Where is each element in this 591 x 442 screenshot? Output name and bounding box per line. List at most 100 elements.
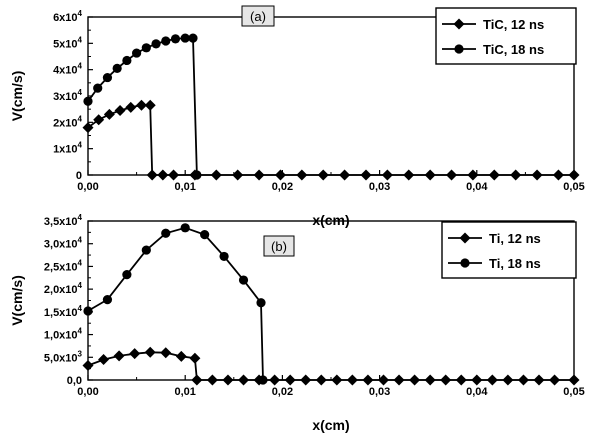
legend-entry: TiC, 12 ns [483, 17, 544, 32]
data-point-diamond [409, 374, 421, 386]
y-tick-label: 2x104 [53, 114, 82, 129]
data-point-diamond [144, 346, 156, 358]
data-point-diamond [206, 374, 218, 386]
data-point-diamond [98, 354, 110, 366]
data-point-diamond [125, 101, 137, 113]
x-tick-label: 0,00 [77, 386, 98, 398]
data-point-diamond [393, 374, 405, 386]
data-point-diamond [103, 108, 115, 120]
data-point-diamond [284, 374, 296, 386]
data-point-diamond [486, 374, 498, 386]
data-point-diamond [168, 169, 180, 181]
data-point-diamond [381, 169, 393, 181]
legend-box [441, 221, 577, 279]
y-tick-label: 3,0x104 [44, 236, 83, 251]
data-point-diamond [113, 350, 125, 362]
data-point-diamond [346, 374, 358, 386]
data-point-circle [93, 83, 103, 93]
panel-tag-box [241, 5, 275, 27]
data-point-diamond [160, 347, 172, 359]
x-tick-label: 0,01 [174, 386, 195, 398]
data-point-diamond [510, 169, 522, 181]
data-point-diamond [135, 99, 147, 111]
legend-marker-diamond [453, 18, 465, 30]
data-point-diamond [424, 169, 436, 181]
data-point-diamond [331, 374, 343, 386]
legend-marker-circle [460, 258, 470, 268]
data-point-circle [192, 170, 202, 180]
data-point-circle [132, 48, 142, 58]
y-tick-label: 6x104 [53, 9, 82, 24]
x-tick-label: 0,05 [563, 386, 584, 398]
data-point-circle [219, 251, 229, 262]
data-point-circle [188, 33, 198, 43]
data-point-circle [170, 34, 181, 44]
data-point-diamond [222, 374, 234, 386]
data-point-diamond [238, 374, 250, 386]
data-point-diamond [191, 374, 203, 386]
legend-entry: TiC, 18 ns [483, 42, 544, 57]
legend-entry: Ti, 18 ns [489, 256, 541, 271]
legend-entry: Ti, 12 ns [489, 231, 541, 246]
data-point-diamond [533, 374, 545, 386]
y-axis-label: V(cm/s) [9, 275, 25, 326]
y-tick-label: 1,5x104 [44, 304, 83, 319]
data-point-diamond [424, 374, 436, 386]
x-tick-label: 0,00 [77, 181, 98, 193]
series-line-diamond [87, 351, 574, 381]
data-point-diamond [360, 169, 372, 181]
y-tick-label: 2,0x104 [44, 281, 83, 296]
x-tick-label: 0,05 [563, 181, 584, 193]
panel-tag-label: (a) [250, 9, 266, 24]
y-tick-label: 5,0x103 [44, 349, 83, 364]
x-tick-label: 0,02 [272, 386, 293, 398]
data-point-diamond [440, 374, 452, 386]
data-point-diamond [175, 350, 187, 362]
data-point-circle [238, 275, 249, 285]
y-tick-label: 3x104 [53, 88, 82, 103]
data-point-circle [102, 72, 113, 83]
data-point-diamond [189, 352, 201, 364]
data-point-circle [141, 43, 151, 53]
data-point-circle [258, 375, 268, 385]
data-point-diamond [488, 169, 500, 181]
data-point-diamond [296, 169, 308, 181]
legend-box [435, 7, 577, 65]
data-point-diamond [517, 374, 529, 386]
data-point-diamond [531, 169, 543, 181]
data-point-circle [83, 306, 93, 316]
data-point-circle [161, 228, 171, 238]
data-point-diamond [568, 169, 580, 181]
legend-marker-diamond [459, 232, 471, 244]
x-axis-label: x(cm) [312, 212, 349, 228]
x-tick-label: 0,04 [466, 181, 488, 193]
data-point-diamond [362, 374, 374, 386]
y-tick-label: 2,5x104 [44, 258, 83, 273]
chart-panel-2: 0,00 0,01 0,02 0,03 0,04 0,05 0,0 5,0x103 1,0x10… [9, 213, 585, 433]
x-tick-label: 0,03 [369, 386, 390, 398]
data-point-diamond [552, 169, 564, 181]
data-point-circle [200, 230, 210, 240]
data-point-diamond [93, 114, 105, 126]
x-tick-label: 0,02 [272, 181, 293, 193]
data-point-diamond [82, 122, 94, 134]
data-point-circle [161, 36, 171, 46]
data-point-diamond [274, 169, 286, 181]
y-axis-label: V(cm/s) [9, 71, 25, 122]
data-point-circle [151, 39, 161, 49]
panel-tag-box [263, 235, 295, 257]
data-point-diamond [210, 169, 222, 181]
data-point-diamond [502, 374, 514, 386]
panel-tag-label: (b) [271, 239, 287, 254]
data-point-diamond [315, 374, 327, 386]
data-point-diamond [253, 169, 265, 181]
data-point-diamond [549, 374, 561, 386]
data-point-diamond [129, 348, 141, 360]
data-point-diamond [232, 169, 244, 181]
data-point-circle [256, 298, 266, 308]
data-point-circle [141, 245, 151, 255]
data-point-circle [122, 270, 132, 280]
data-point-diamond [471, 374, 483, 386]
data-point-circle [180, 223, 190, 233]
